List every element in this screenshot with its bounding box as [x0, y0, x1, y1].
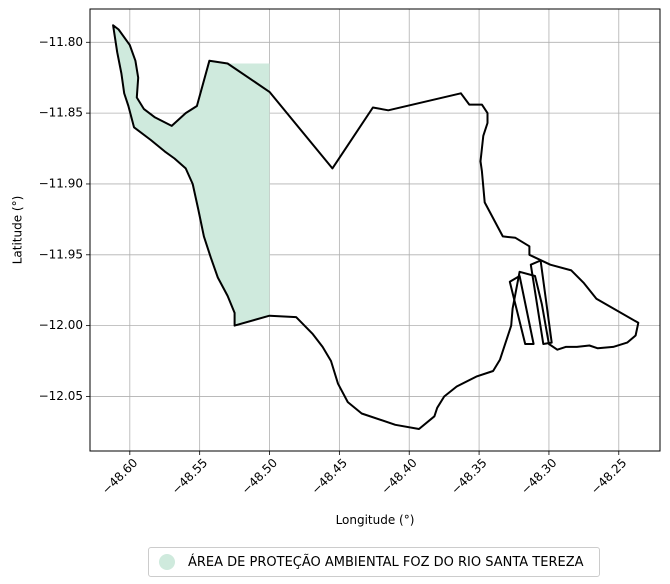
axes-frame — [89, 8, 661, 452]
x-tick-label: −48.50 — [239, 456, 280, 497]
y-tick-label: −11.95 — [39, 247, 83, 261]
inner-strip-outline — [508, 275, 535, 345]
inner-strip-outline — [529, 259, 553, 345]
y-tick-label: −12.00 — [39, 318, 83, 332]
x-tick-label: −48.25 — [588, 456, 629, 497]
map-layers — [112, 24, 640, 430]
x-tick-label: −48.30 — [518, 456, 559, 497]
x-tick-label: −48.45 — [309, 456, 350, 497]
grid — [90, 9, 660, 451]
legend-swatch — [159, 554, 175, 570]
x-tick-label: −48.60 — [99, 456, 140, 497]
x-tick-label: −48.35 — [448, 456, 489, 497]
x-axis-label: Longitude (°) — [336, 513, 415, 527]
y-tick-label: −11.85 — [39, 106, 83, 120]
boundary-outline — [112, 24, 640, 430]
y-tick-label: −11.80 — [39, 35, 83, 49]
legend-label: ÁREA DE PROTEÇÃO AMBIENTAL FOZ DO RIO SA… — [188, 554, 584, 570]
y-tick-label: −12.05 — [39, 389, 83, 403]
protected-area-fill — [113, 25, 270, 326]
y-tick-label: −11.90 — [39, 176, 83, 190]
x-tick-label: −48.40 — [379, 456, 420, 497]
y-axis-label: Latitude (°) — [11, 196, 25, 265]
legend: ÁREA DE PROTEÇÃO AMBIENTAL FOZ DO RIO SA… — [148, 547, 600, 577]
x-tick-label: −48.55 — [169, 456, 210, 497]
